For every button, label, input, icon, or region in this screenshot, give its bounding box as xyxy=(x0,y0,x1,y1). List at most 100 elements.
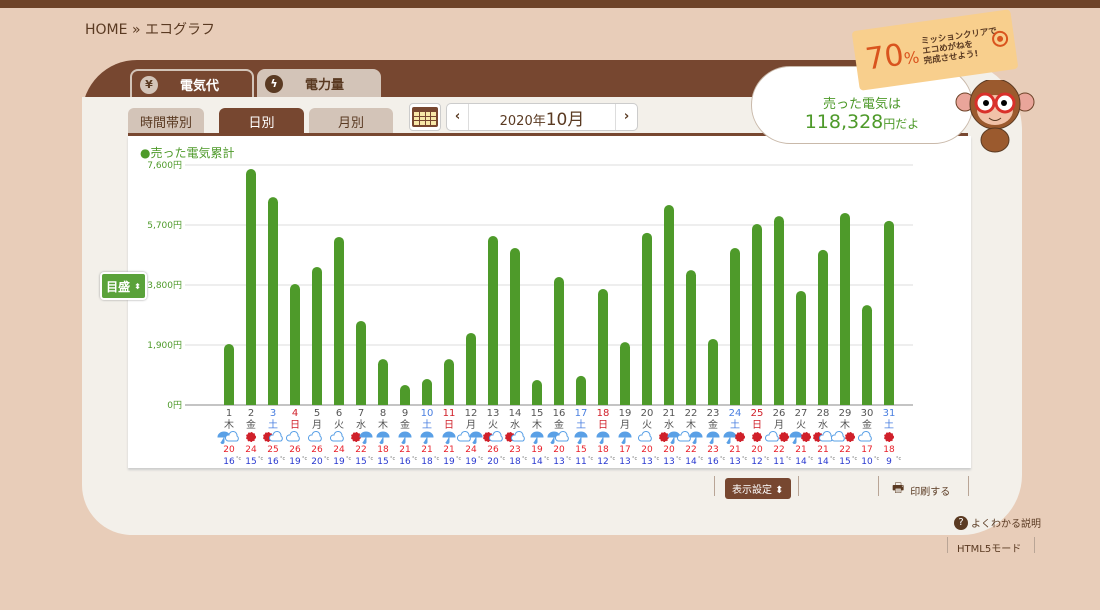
year-label: 2020年 xyxy=(499,113,546,129)
x-tick-label: 31 xyxy=(883,408,896,419)
low-temp: 16 xyxy=(707,457,719,467)
temp-unit: °c xyxy=(478,456,484,462)
high-temp: 21 xyxy=(817,445,828,455)
x-tick-label: 19 xyxy=(619,408,632,419)
high-temp: 24 xyxy=(245,445,257,455)
bar-day-11 xyxy=(444,359,454,405)
rain-icon xyxy=(574,431,588,444)
temp-unit: °c xyxy=(742,456,748,462)
cloud-weather-icon xyxy=(307,431,322,442)
rain-weather-icon xyxy=(420,431,434,444)
cloud-icon xyxy=(488,431,503,442)
sun-icon xyxy=(246,432,256,442)
low-temp: 15 xyxy=(839,457,850,467)
temp-unit: °c xyxy=(324,456,330,462)
cloud-rain-weather-icon xyxy=(456,431,483,444)
weekday-label: 水 xyxy=(818,419,828,431)
high-temp: 23 xyxy=(707,445,718,455)
high-temp: 24 xyxy=(465,445,477,455)
high-temp: 22 xyxy=(839,445,850,455)
temp-unit: °c xyxy=(522,456,528,462)
cloud-icon xyxy=(285,431,300,442)
high-temp: 20 xyxy=(751,445,763,455)
temp-unit: °c xyxy=(896,456,902,462)
scale-toggle-button[interactable]: 目盛 ⬍ xyxy=(100,272,147,300)
sun-icon xyxy=(659,432,669,442)
high-temp: 20 xyxy=(663,445,675,455)
bar-day-9 xyxy=(400,385,410,405)
temp-unit: °c xyxy=(390,456,396,462)
x-tick-label: 25 xyxy=(751,408,764,419)
display-settings-button[interactable]: 表示設定 ⬍ xyxy=(725,478,791,499)
next-month-button[interactable]: › xyxy=(615,104,637,130)
cloud-icon xyxy=(676,431,691,442)
x-tick-label: 20 xyxy=(641,408,654,419)
rain-weather-icon xyxy=(574,431,588,444)
temp-unit: °c xyxy=(566,456,572,462)
updown-icon: ⬍ xyxy=(134,281,141,291)
low-temp: 15 xyxy=(245,457,256,467)
rain-icon xyxy=(420,431,434,444)
low-temp: 14 xyxy=(531,457,543,467)
high-temp: 20 xyxy=(553,445,565,455)
rain-weather-icon xyxy=(442,431,456,444)
high-temp: 24 xyxy=(333,445,345,455)
prev-month-button[interactable]: ‹ xyxy=(447,104,469,130)
low-temp: 12 xyxy=(751,457,762,467)
weekday-label: 金 xyxy=(862,418,872,431)
weekday-label: 水 xyxy=(356,419,366,431)
high-temp: 23 xyxy=(509,445,520,455)
divider xyxy=(947,537,948,553)
divider xyxy=(968,476,969,496)
low-temp: 19 xyxy=(289,457,301,467)
rain-cloud-weather-icon xyxy=(547,431,569,444)
rain-weather-icon xyxy=(376,431,390,444)
percent-value: 70 xyxy=(863,37,906,78)
weekday-label: 木 xyxy=(840,419,850,431)
y-tick-label: 5,700円 xyxy=(147,220,182,231)
weekday-label: 土 xyxy=(576,418,586,431)
rain-icon xyxy=(689,431,703,444)
breadcrumb-home[interactable]: HOME xyxy=(85,22,128,38)
high-temp: 21 xyxy=(443,445,454,455)
x-tick-label: 21 xyxy=(663,408,676,419)
help-label: よくわかる説明 xyxy=(971,519,1041,530)
weekday-label: 月 xyxy=(620,419,630,431)
bar-day-13 xyxy=(488,236,498,405)
temp-unit: °c xyxy=(786,456,792,462)
subtab-hourly[interactable]: 時間帯別 xyxy=(128,108,204,134)
high-temp: 26 xyxy=(487,445,499,455)
weekday-label: 日 xyxy=(290,420,300,431)
bar-day-29 xyxy=(840,212,850,405)
tab-electricity-cost[interactable]: ¥ 電気代 xyxy=(130,69,254,98)
sun-icon xyxy=(845,432,855,442)
bubble-label: 売った電気は xyxy=(822,97,901,112)
weekday-label: 水 xyxy=(664,419,674,431)
amount-value: 118,328 xyxy=(804,111,884,133)
high-temp: 18 xyxy=(883,445,895,455)
temp-unit: °c xyxy=(698,456,704,462)
low-temp: 18 xyxy=(509,457,521,467)
x-tick-label: 5 xyxy=(314,408,320,419)
calendar-icon[interactable] xyxy=(409,103,441,131)
bar-day-17 xyxy=(576,375,586,405)
subtab-monthly[interactable]: 月別 xyxy=(309,108,393,134)
bar-day-2 xyxy=(246,169,256,405)
html5-mode-link[interactable]: HTML5モード xyxy=(957,544,1022,555)
help-link[interactable]: ? よくわかる説明 xyxy=(954,515,1041,530)
temp-unit: °c xyxy=(368,456,374,462)
cloud-icon xyxy=(830,431,845,442)
high-temp: 20 xyxy=(223,445,235,455)
cloud-sun-weather-icon xyxy=(764,431,789,442)
weekday-label: 土 xyxy=(884,418,894,431)
subtab-daily[interactable]: 日別 xyxy=(219,108,304,134)
divider xyxy=(128,133,968,136)
weekday-label: 金 xyxy=(246,418,256,431)
tab-electricity-amount[interactable]: ϟ 電力量 xyxy=(257,69,381,98)
cloud-rain-weather-icon xyxy=(676,431,703,444)
x-tick-label: 24 xyxy=(729,408,742,419)
weekday-label: 土 xyxy=(730,418,740,431)
print-button[interactable]: 🖶 印刷する xyxy=(892,479,950,501)
x-tick-label: 22 xyxy=(685,408,698,419)
bar-day-12 xyxy=(466,332,476,405)
